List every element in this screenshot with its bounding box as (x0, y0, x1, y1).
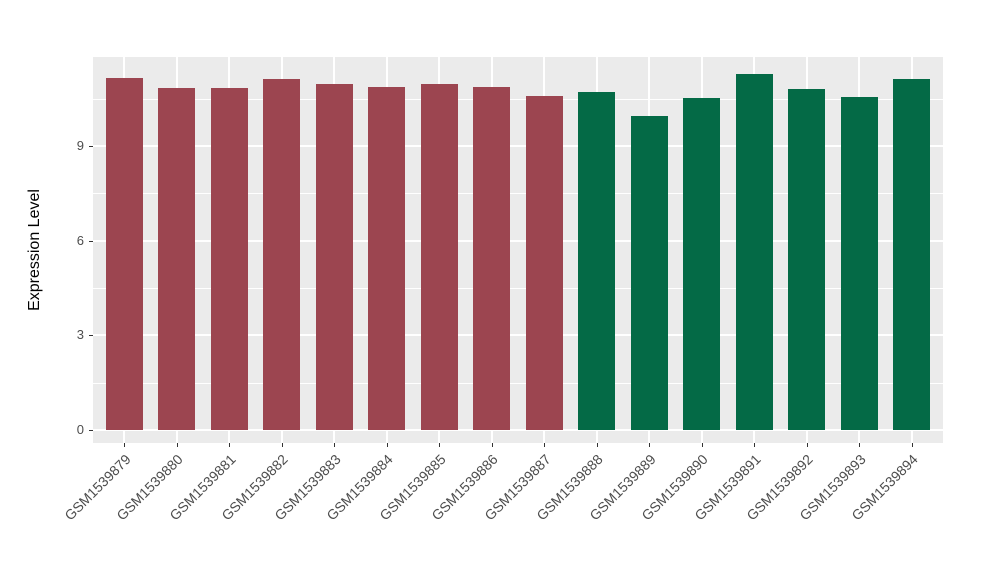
major-gridline (93, 334, 943, 337)
major-gridline (93, 239, 943, 242)
minor-gridline (93, 98, 943, 100)
x-axis-tick (596, 443, 598, 447)
bar-GSM1539885 (420, 84, 458, 430)
x-axis-tick (701, 443, 703, 447)
x-axis-tick (911, 443, 913, 447)
bar-GSM1539890 (683, 97, 721, 430)
bar-GSM1539886 (473, 86, 511, 430)
x-axis-tick (281, 443, 283, 447)
bar-GSM1539880 (158, 88, 196, 430)
x-axis-tick (124, 443, 126, 447)
x-axis-tick (386, 443, 388, 447)
bar-GSM1539879 (105, 78, 143, 430)
bar-GSM1539887 (525, 95, 563, 430)
y-axis-tick (89, 335, 93, 337)
x-axis-tick (439, 443, 441, 447)
major-gridline (93, 144, 943, 147)
bar-GSM1539888 (578, 92, 616, 430)
bar-GSM1539884 (368, 87, 406, 430)
y-axis-tick-label: 3 (76, 327, 84, 343)
y-axis-tick-label: 0 (76, 422, 84, 437)
bar-GSM1539893 (840, 96, 878, 430)
y-axis-tick-label: 9 (76, 137, 84, 153)
x-axis-tick (491, 443, 493, 447)
plot-panel (93, 57, 943, 443)
bar-GSM1539883 (315, 84, 353, 430)
x-axis-tick (649, 443, 651, 447)
bar-GSM1539894 (893, 78, 931, 430)
x-axis-tick (806, 443, 808, 447)
major-gridline (93, 429, 943, 431)
y-axis-tick (89, 145, 93, 147)
bar-GSM1539892 (788, 89, 826, 430)
y-axis-tick (89, 240, 93, 242)
x-axis-tick (544, 443, 546, 447)
minor-gridline (93, 287, 943, 289)
x-axis-tick (176, 443, 178, 447)
y-axis-tick-label: 6 (76, 232, 84, 248)
minor-gridline (93, 193, 943, 195)
x-axis-tick (754, 443, 756, 447)
x-axis-tick (334, 443, 336, 447)
bar-GSM1539889 (630, 115, 668, 430)
bar-GSM1539882 (263, 79, 301, 430)
x-axis-tick (229, 443, 231, 447)
bar-GSM1539881 (210, 87, 248, 430)
minor-gridline (93, 382, 943, 384)
y-axis-title-text: Expression Level (26, 189, 43, 311)
x-axis-tick (859, 443, 861, 447)
bar-GSM1539891 (735, 74, 773, 430)
y-axis-tick (89, 430, 93, 431)
